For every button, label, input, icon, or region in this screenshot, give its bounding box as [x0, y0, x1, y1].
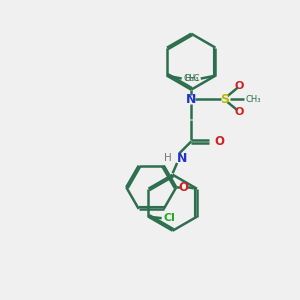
Text: N: N	[176, 152, 187, 165]
Text: CH₃: CH₃	[183, 74, 199, 83]
Text: H: H	[164, 153, 172, 163]
Text: O: O	[214, 135, 224, 148]
Text: O: O	[234, 81, 244, 92]
Text: O: O	[178, 181, 189, 194]
Text: S: S	[220, 93, 230, 106]
Text: CH₃: CH₃	[246, 94, 261, 103]
Text: H₃C: H₃C	[184, 74, 199, 83]
Text: N: N	[186, 93, 196, 106]
Text: Cl: Cl	[163, 213, 175, 223]
Text: O: O	[234, 107, 244, 117]
